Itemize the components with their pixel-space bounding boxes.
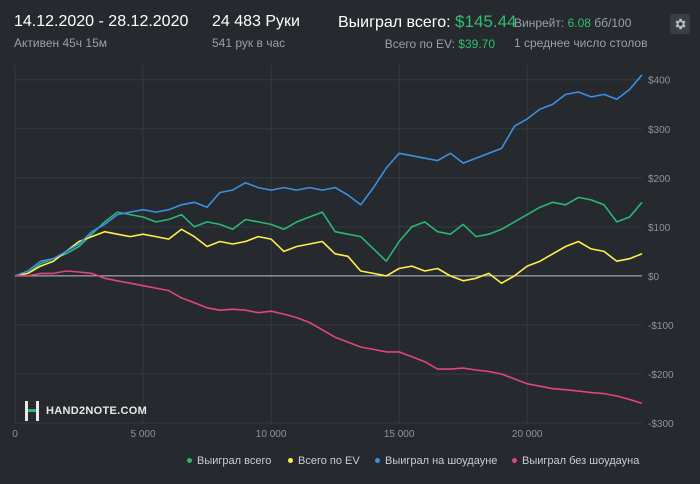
date-block: 14.12.2020 - 28.12.2020 Активен 45ч 15м bbox=[14, 12, 188, 51]
legend-dot bbox=[512, 457, 517, 463]
x-axis: 0 5 000 10 000 15 000 20 000 bbox=[12, 429, 543, 440]
x-tick-label: 5 000 bbox=[131, 429, 156, 440]
x-tick-label: 15 000 bbox=[384, 429, 415, 440]
legend-item-non-showdown[interactable]: Выиграл без шоудауна bbox=[512, 455, 639, 467]
won-total-value: $145.44 bbox=[455, 12, 517, 31]
x-tick-label: 0 bbox=[12, 429, 18, 440]
hands-per-hour: 541 рук в час bbox=[212, 36, 286, 50]
hands-count: 24 483 Руки bbox=[212, 13, 300, 30]
settings-button[interactable] bbox=[670, 14, 690, 34]
y-tick-label: -$100 bbox=[648, 321, 674, 332]
y-tick-label: $100 bbox=[648, 223, 671, 234]
hands-block: 24 483 Руки 541 рук в час bbox=[212, 12, 300, 51]
legend-label: Всего по EV bbox=[298, 455, 360, 467]
y-tick-label: -$300 bbox=[648, 419, 674, 430]
date-range: 14.12.2020 - 28.12.2020 bbox=[14, 13, 189, 30]
logo-text: HAND2NOTE.COM bbox=[46, 405, 148, 417]
won-block: Выиграл всего: $145.44 Всего по EV: $39.… bbox=[338, 12, 516, 52]
winrate-value: 6.08 bbox=[567, 16, 591, 30]
x-tick-label: 20 000 bbox=[512, 429, 543, 440]
ev-total: Всего по EV: $39.70 bbox=[338, 36, 495, 52]
y-tick-label: $400 bbox=[648, 76, 671, 87]
ev-total-value: $39.70 bbox=[458, 37, 495, 51]
won-total: Выиграл всего: $145.44 bbox=[338, 12, 516, 33]
won-total-label: Выиграл всего: bbox=[338, 14, 451, 31]
logo: HAND2NOTE.COM bbox=[24, 400, 147, 422]
winrate-label: Винрейт: bbox=[514, 16, 565, 30]
y-tick-label: $0 bbox=[648, 272, 660, 283]
series-line-showdown bbox=[14, 74, 643, 277]
legend: Выиграл всего Всего по EV Выиграл на шоу… bbox=[0, 455, 700, 471]
series-line-ev bbox=[14, 228, 643, 284]
avg-tables: 1 среднее число столов bbox=[514, 36, 648, 50]
hand2note-logo-icon bbox=[25, 401, 39, 421]
y-tick-label: -$200 bbox=[648, 370, 674, 381]
x-tick-label: 10 000 bbox=[256, 429, 287, 440]
winrate-block: Винрейт: 6.08 бб/100 1 среднее число сто… bbox=[514, 15, 647, 51]
legend-label: Выиграл без шоудауна bbox=[522, 455, 640, 467]
legend-label: Выиграл на шоудауне bbox=[385, 455, 498, 467]
active-time: Активен 45ч 15м bbox=[14, 36, 107, 50]
header: 14.12.2020 - 28.12.2020 Активен 45ч 15м … bbox=[0, 0, 700, 60]
winrate: Винрейт: 6.08 бб/100 bbox=[514, 15, 647, 31]
gear-icon bbox=[675, 18, 686, 30]
legend-dot bbox=[187, 457, 192, 463]
legend-dot bbox=[288, 457, 293, 463]
y-tick-label: $200 bbox=[648, 174, 671, 185]
series-line-non-showdown bbox=[15, 270, 643, 405]
series-line-won-total bbox=[14, 196, 643, 277]
legend-item-showdown[interactable]: Выиграл на шоудауне bbox=[375, 455, 497, 467]
y-tick-label: $300 bbox=[648, 125, 671, 136]
grid bbox=[14, 65, 642, 424]
ev-total-label: Всего по EV: bbox=[384, 37, 455, 51]
chart: 0 5 000 10 000 15 000 20 000 $400 $300 $200 $10… bbox=[12, 65, 674, 440]
legend-item-won-total[interactable]: Выиграл всего bbox=[187, 455, 271, 467]
y-axis: $400 $300 $200 $100 $0 -$100 -$200 -$300 bbox=[648, 76, 674, 430]
winrate-unit: бб/100 bbox=[594, 16, 632, 30]
legend-label: Выиграл всего bbox=[197, 455, 272, 467]
legend-dot bbox=[375, 457, 380, 463]
legend-item-ev[interactable]: Всего по EV bbox=[288, 455, 360, 467]
series-lines bbox=[14, 74, 643, 405]
